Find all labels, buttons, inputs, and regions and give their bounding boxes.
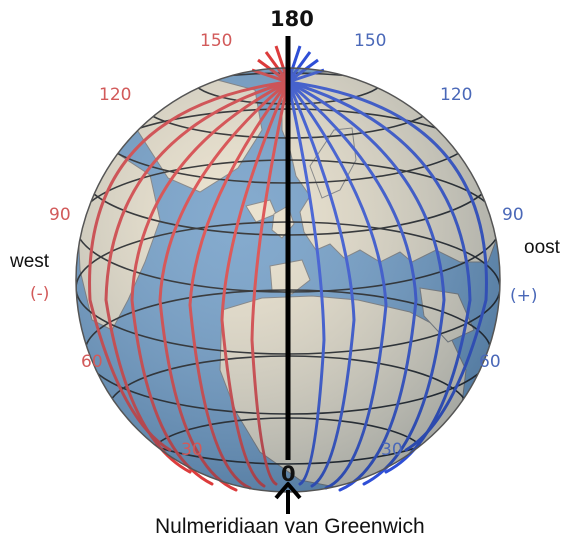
prime-meridian-caption: Nulmeridiaan van Greenwich (155, 515, 425, 538)
up-arrow-icon (274, 482, 302, 514)
bottom-0-label: 0 (281, 462, 296, 486)
east-90-label: 90 (502, 205, 524, 225)
west-sign-label: (-) (30, 284, 50, 304)
east-150-label: 150 (354, 31, 387, 51)
west-30-label: 30 (181, 440, 203, 460)
east-direction-label: oost (524, 237, 560, 258)
east-30-label: 30 (381, 440, 403, 460)
top-180-label: 180 (270, 7, 314, 31)
east-60-label: 60 (479, 352, 501, 372)
west-120-label: 120 (99, 85, 132, 105)
east-sign-label: (+) (510, 286, 538, 306)
east-120-label: 120 (440, 85, 473, 105)
west-90-label: 90 (49, 205, 71, 225)
west-150-label: 150 (200, 31, 233, 51)
west-direction-label: west (10, 251, 50, 272)
west-60-label: 60 (81, 352, 103, 372)
